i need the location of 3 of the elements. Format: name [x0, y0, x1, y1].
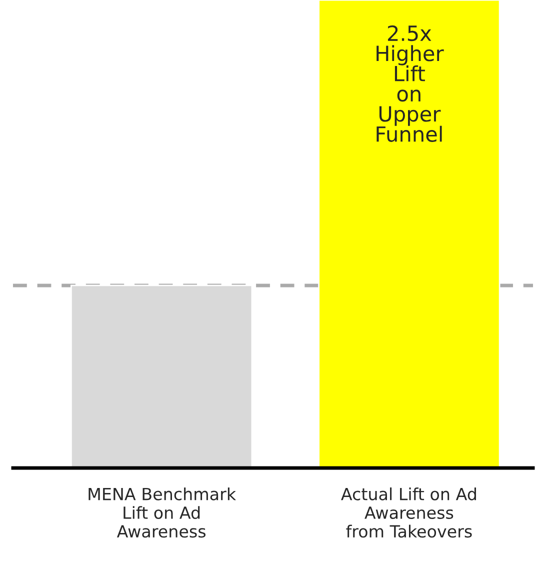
- annotation: 2.5x Higher Lift on Upper Funnel: [376, 25, 444, 142]
- x-tick-label: Actual Lift on Ad Awareness from Takeovers: [341, 487, 476, 538]
- x-tick-label: MENA Benchmark Lift on Ad Awareness: [88, 487, 236, 538]
